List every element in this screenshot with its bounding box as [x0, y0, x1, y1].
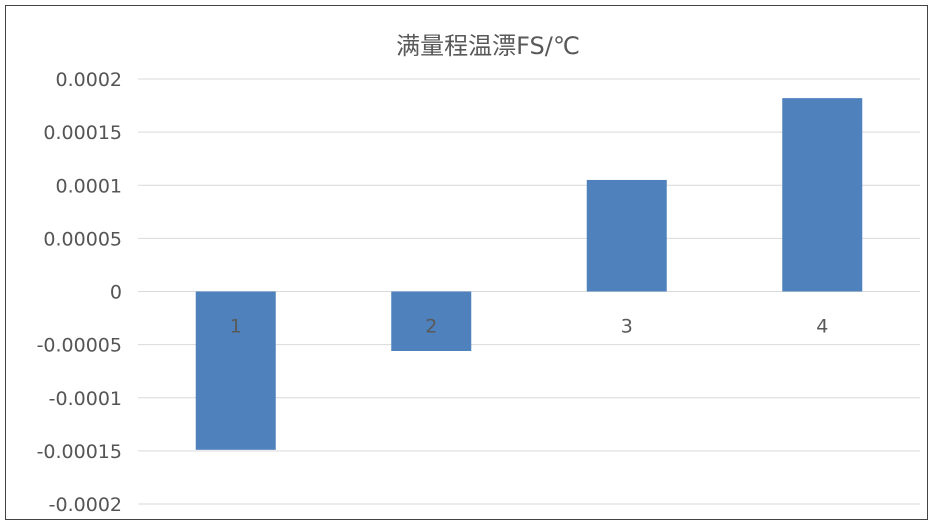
y-tick-label: 0.00005: [43, 228, 122, 250]
y-tick-label: 0.0001: [56, 175, 122, 197]
bar-4: [782, 98, 863, 292]
gridlines: [138, 78, 920, 505]
chart-title: 满量程温漂FS/℃: [396, 32, 580, 60]
y-tick-label: 0.0002: [56, 69, 122, 91]
bar-3: [586, 179, 667, 292]
y-tick-label: -0.00015: [37, 441, 122, 463]
y-tick-label: -0.0001: [49, 388, 122, 410]
category-label: 2: [425, 316, 437, 338]
category-label: 4: [816, 316, 828, 338]
category-labels: 1 2 3 4: [230, 316, 829, 338]
bar-1: [195, 291, 276, 450]
y-tick-label: 0.00015: [43, 122, 122, 144]
category-label: 1: [230, 316, 242, 338]
y-tick-label: -0.00005: [37, 335, 122, 357]
y-axis-tick-labels: 0.0002 0.00015 0.0001 0.00005 0 -0.00005 -0.00…: [37, 69, 122, 516]
chart-frame: [5, 5, 928, 520]
category-label: 3: [621, 316, 633, 338]
y-tick-label: 0: [110, 282, 122, 304]
bars: [195, 98, 863, 450]
y-tick-label: -0.0002: [49, 494, 122, 516]
bar-2: [391, 291, 472, 351]
